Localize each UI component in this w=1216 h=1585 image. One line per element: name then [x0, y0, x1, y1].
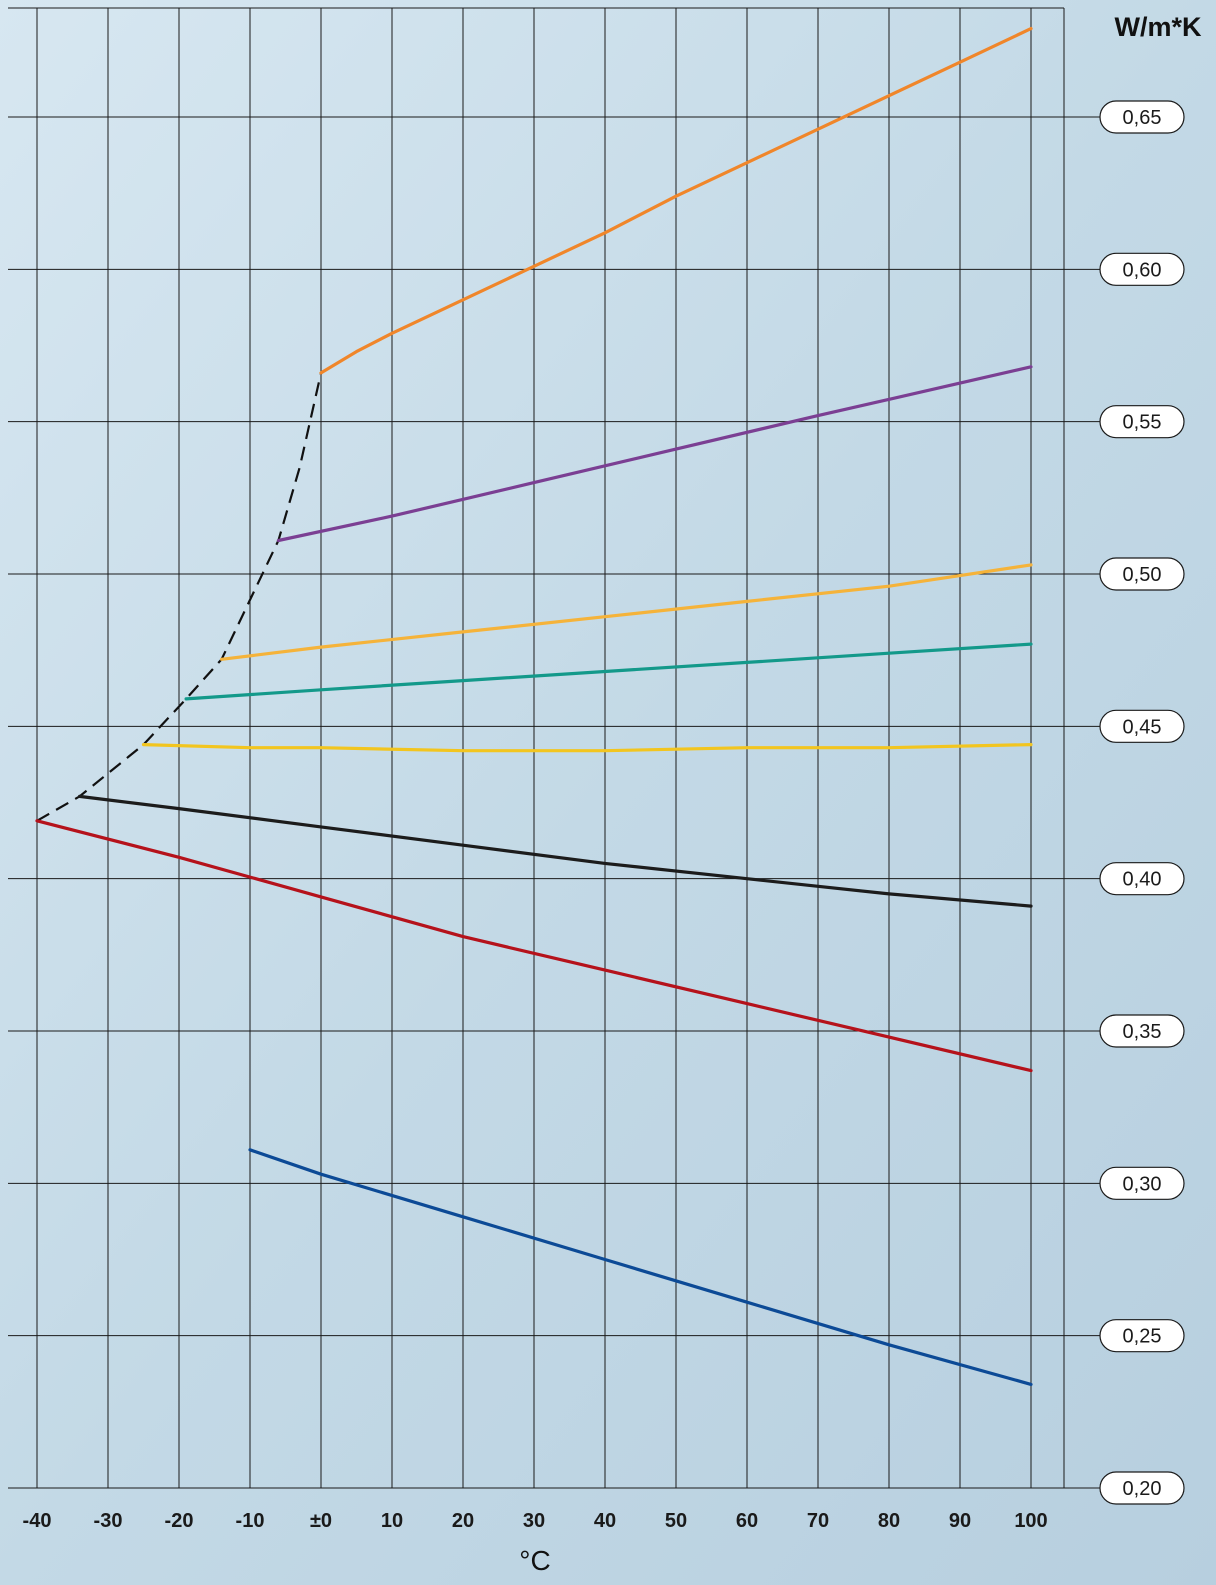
- y-tick-pill: [1099, 862, 1185, 896]
- y-tick-label: 0,25: [1099, 1319, 1185, 1353]
- series-line-3: [220, 563, 1033, 661]
- y-tick-label: 0,20: [1099, 1471, 1185, 1505]
- x-tick-label: 100: [1014, 1510, 1047, 1532]
- y-tick-labels: 0,20 0,25 0,30 0,35 0,40 0,45 0,50 0,55 0,60 0,65: [1099, 100, 1185, 1505]
- x-tick-label: -20: [165, 1510, 194, 1532]
- y-tick-pill: [1099, 1319, 1185, 1353]
- x-tick-label: -40: [23, 1510, 52, 1532]
- y-tick-text: 0,30: [1123, 1173, 1162, 1195]
- y-tick-label: 0,55: [1099, 405, 1185, 439]
- y-tick-text: 0,65: [1123, 107, 1162, 129]
- x-tick-label: 10: [381, 1510, 403, 1532]
- series-line-2: [276, 365, 1033, 543]
- x-tick-label: 80: [878, 1510, 900, 1532]
- y-tick-pill: [1099, 557, 1185, 591]
- series-line-4: [184, 642, 1033, 701]
- x-tick-label: -30: [94, 1510, 123, 1532]
- series-line-1: [319, 27, 1033, 375]
- series-line-6: [78, 794, 1033, 908]
- y-tick-text: 0,25: [1123, 1326, 1162, 1348]
- x-tick-label: -10: [236, 1510, 265, 1532]
- x-tick-label: 90: [949, 1510, 971, 1532]
- x-axis-label: °C: [519, 1545, 550, 1576]
- y-tick-text: 0,50: [1123, 564, 1162, 586]
- y-tick-pill: [1099, 1014, 1185, 1048]
- x-tick-label: 70: [807, 1510, 829, 1532]
- y-tick-text: 0,40: [1123, 869, 1162, 891]
- y-axis-label: W/m*K: [1115, 12, 1203, 42]
- x-tick-label: 20: [452, 1510, 474, 1532]
- x-tick-labels: -40 -30 -20 -10 ±0 10 20 30 40 50 60 70 80 90 100: [23, 1510, 1048, 1532]
- y-tick-text: 0,60: [1123, 259, 1162, 281]
- y-tick-text: 0,45: [1123, 716, 1162, 738]
- y-tick-pill: [1099, 1471, 1185, 1505]
- series-line-7: [35, 819, 1033, 1073]
- y-tick-pill: [1099, 709, 1185, 743]
- y-tick-pill: [1099, 100, 1185, 134]
- y-tick-pill: [1099, 405, 1185, 439]
- x-tick-label: ±0: [310, 1510, 332, 1532]
- series-line-8: [248, 1148, 1033, 1386]
- y-tick-label: 0,45: [1099, 709, 1185, 743]
- boundary-curve-layer: [36, 372, 323, 822]
- series-layer: [35, 27, 1033, 1386]
- y-tick-pill: [1099, 1166, 1185, 1200]
- x-tick-label: 30: [523, 1510, 545, 1532]
- x-tick-label: 40: [594, 1510, 616, 1532]
- y-tick-label: 0,30: [1099, 1166, 1185, 1200]
- y-tick-label: 0,65: [1099, 100, 1185, 134]
- y-tick-pill: [1099, 252, 1185, 286]
- y-tick-label: 0,40: [1099, 862, 1185, 896]
- y-tick-text: 0,20: [1123, 1478, 1162, 1500]
- series-line-5: [141, 743, 1033, 753]
- boundary-curve: [36, 372, 323, 822]
- x-tick-label: 50: [665, 1510, 687, 1532]
- y-tick-label: 0,50: [1099, 557, 1185, 591]
- y-tick-text: 0,55: [1123, 412, 1162, 434]
- x-tick-label: 60: [736, 1510, 758, 1532]
- y-tick-label: 0,35: [1099, 1014, 1185, 1048]
- y-tick-label: 0,60: [1099, 252, 1185, 286]
- y-tick-text: 0,35: [1123, 1021, 1162, 1043]
